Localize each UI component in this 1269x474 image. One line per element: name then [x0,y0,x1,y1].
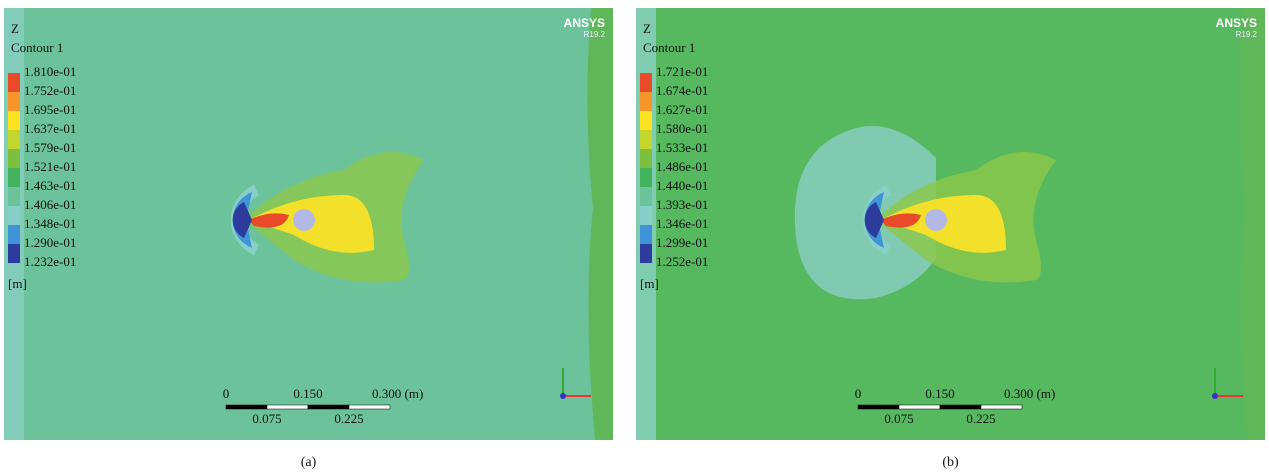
legend-level: 1.393e-01 [656,197,708,212]
legend-swatch [8,187,20,206]
scale-label: 0.300 (m) [372,386,423,401]
legend-level: 1.695e-01 [24,102,76,117]
legend-variable: Z [11,21,19,36]
legend-level: 1.674e-01 [656,83,708,98]
legend-level: 1.579e-01 [24,140,76,155]
legend-variable: Z [643,21,651,36]
legend-level: 1.232e-01 [24,254,76,269]
legend-swatch [8,244,20,263]
legend-level: 1.752e-01 [24,83,76,98]
figure: Z Contour 1 1.810e-01 1.752e-01 1.695e-01 1.6… [0,0,1269,474]
legend-swatch [640,73,652,92]
legend-swatch [8,130,20,149]
axis-z [1212,393,1218,399]
legend-level: 1.252e-01 [656,254,708,269]
legend-level: 1.637e-01 [24,121,76,136]
scale-segment [899,405,940,409]
scale-label: 0.225 [334,411,363,426]
scale-label: 0.225 [966,411,995,426]
legend-swatch [8,92,20,111]
scale-label: 0.300 (m) [1004,386,1055,401]
legend-level: 1.406e-01 [24,197,76,212]
legend-swatch [8,225,20,244]
scale-segment [267,405,308,409]
legend-swatch [640,206,652,225]
legend-swatch [640,111,652,130]
caption: (b) [942,455,959,470]
legend-unit: [m] [640,276,659,291]
legend-swatch [8,149,20,168]
legend-level: 1.533e-01 [656,140,708,155]
legend-level: 1.521e-01 [24,159,76,174]
version: R19.2 [1236,30,1258,39]
scale-label: 0 [855,386,862,401]
legend-unit: [m] [8,276,27,291]
legend-level: 1.721e-01 [656,64,708,79]
legend-level: 1.810e-01 [24,64,76,79]
legend-level: 1.346e-01 [656,216,708,231]
legend-swatch [640,149,652,168]
scale-segment [940,405,981,409]
legend-level: 1.299e-01 [656,235,708,250]
scale-label: 0.075 [252,411,281,426]
logo: ANSYS [564,16,605,30]
legend-level: 1.348e-01 [24,216,76,231]
legend-level: 1.580e-01 [656,121,708,136]
legend-swatch [640,92,652,111]
legend-swatch [640,244,652,263]
legend-swatch [8,111,20,130]
cylinder [925,209,947,231]
legend-swatch [8,168,20,187]
scale-label: 0.150 [925,386,954,401]
panel: Z Contour 1 1.810e-01 1.752e-01 1.695e-01 1.6… [4,8,613,440]
legend-swatch [640,187,652,206]
legend-level: 1.290e-01 [24,235,76,250]
scale-segment [308,405,349,409]
legend-swatch [640,130,652,149]
scale-label: 0.150 [293,386,322,401]
legend-level: 1.627e-01 [656,102,708,117]
legend-level: 1.440e-01 [656,178,708,193]
legend-swatch [640,225,652,244]
cylinder [293,209,315,231]
scale-segment [858,405,899,409]
legend-title: Contour 1 [11,40,63,55]
scale-label: 0.075 [884,411,913,426]
caption: (a) [301,455,317,470]
logo: ANSYS [1216,16,1257,30]
legend-swatch [640,168,652,187]
panel: Z Contour 1 1.721e-01 1.674e-01 1.627e-01 1.5… [636,8,1265,440]
version: R19.2 [584,30,606,39]
legend-title: Contour 1 [643,40,695,55]
legend-level: 1.486e-01 [656,159,708,174]
scale-segment [349,405,390,409]
legend-swatch [8,73,20,92]
scale-segment [981,405,1022,409]
scale-segment [226,405,267,409]
legend-level: 1.463e-01 [24,178,76,193]
legend-swatch [8,206,20,225]
scale-label: 0 [223,386,230,401]
axis-z [560,393,566,399]
